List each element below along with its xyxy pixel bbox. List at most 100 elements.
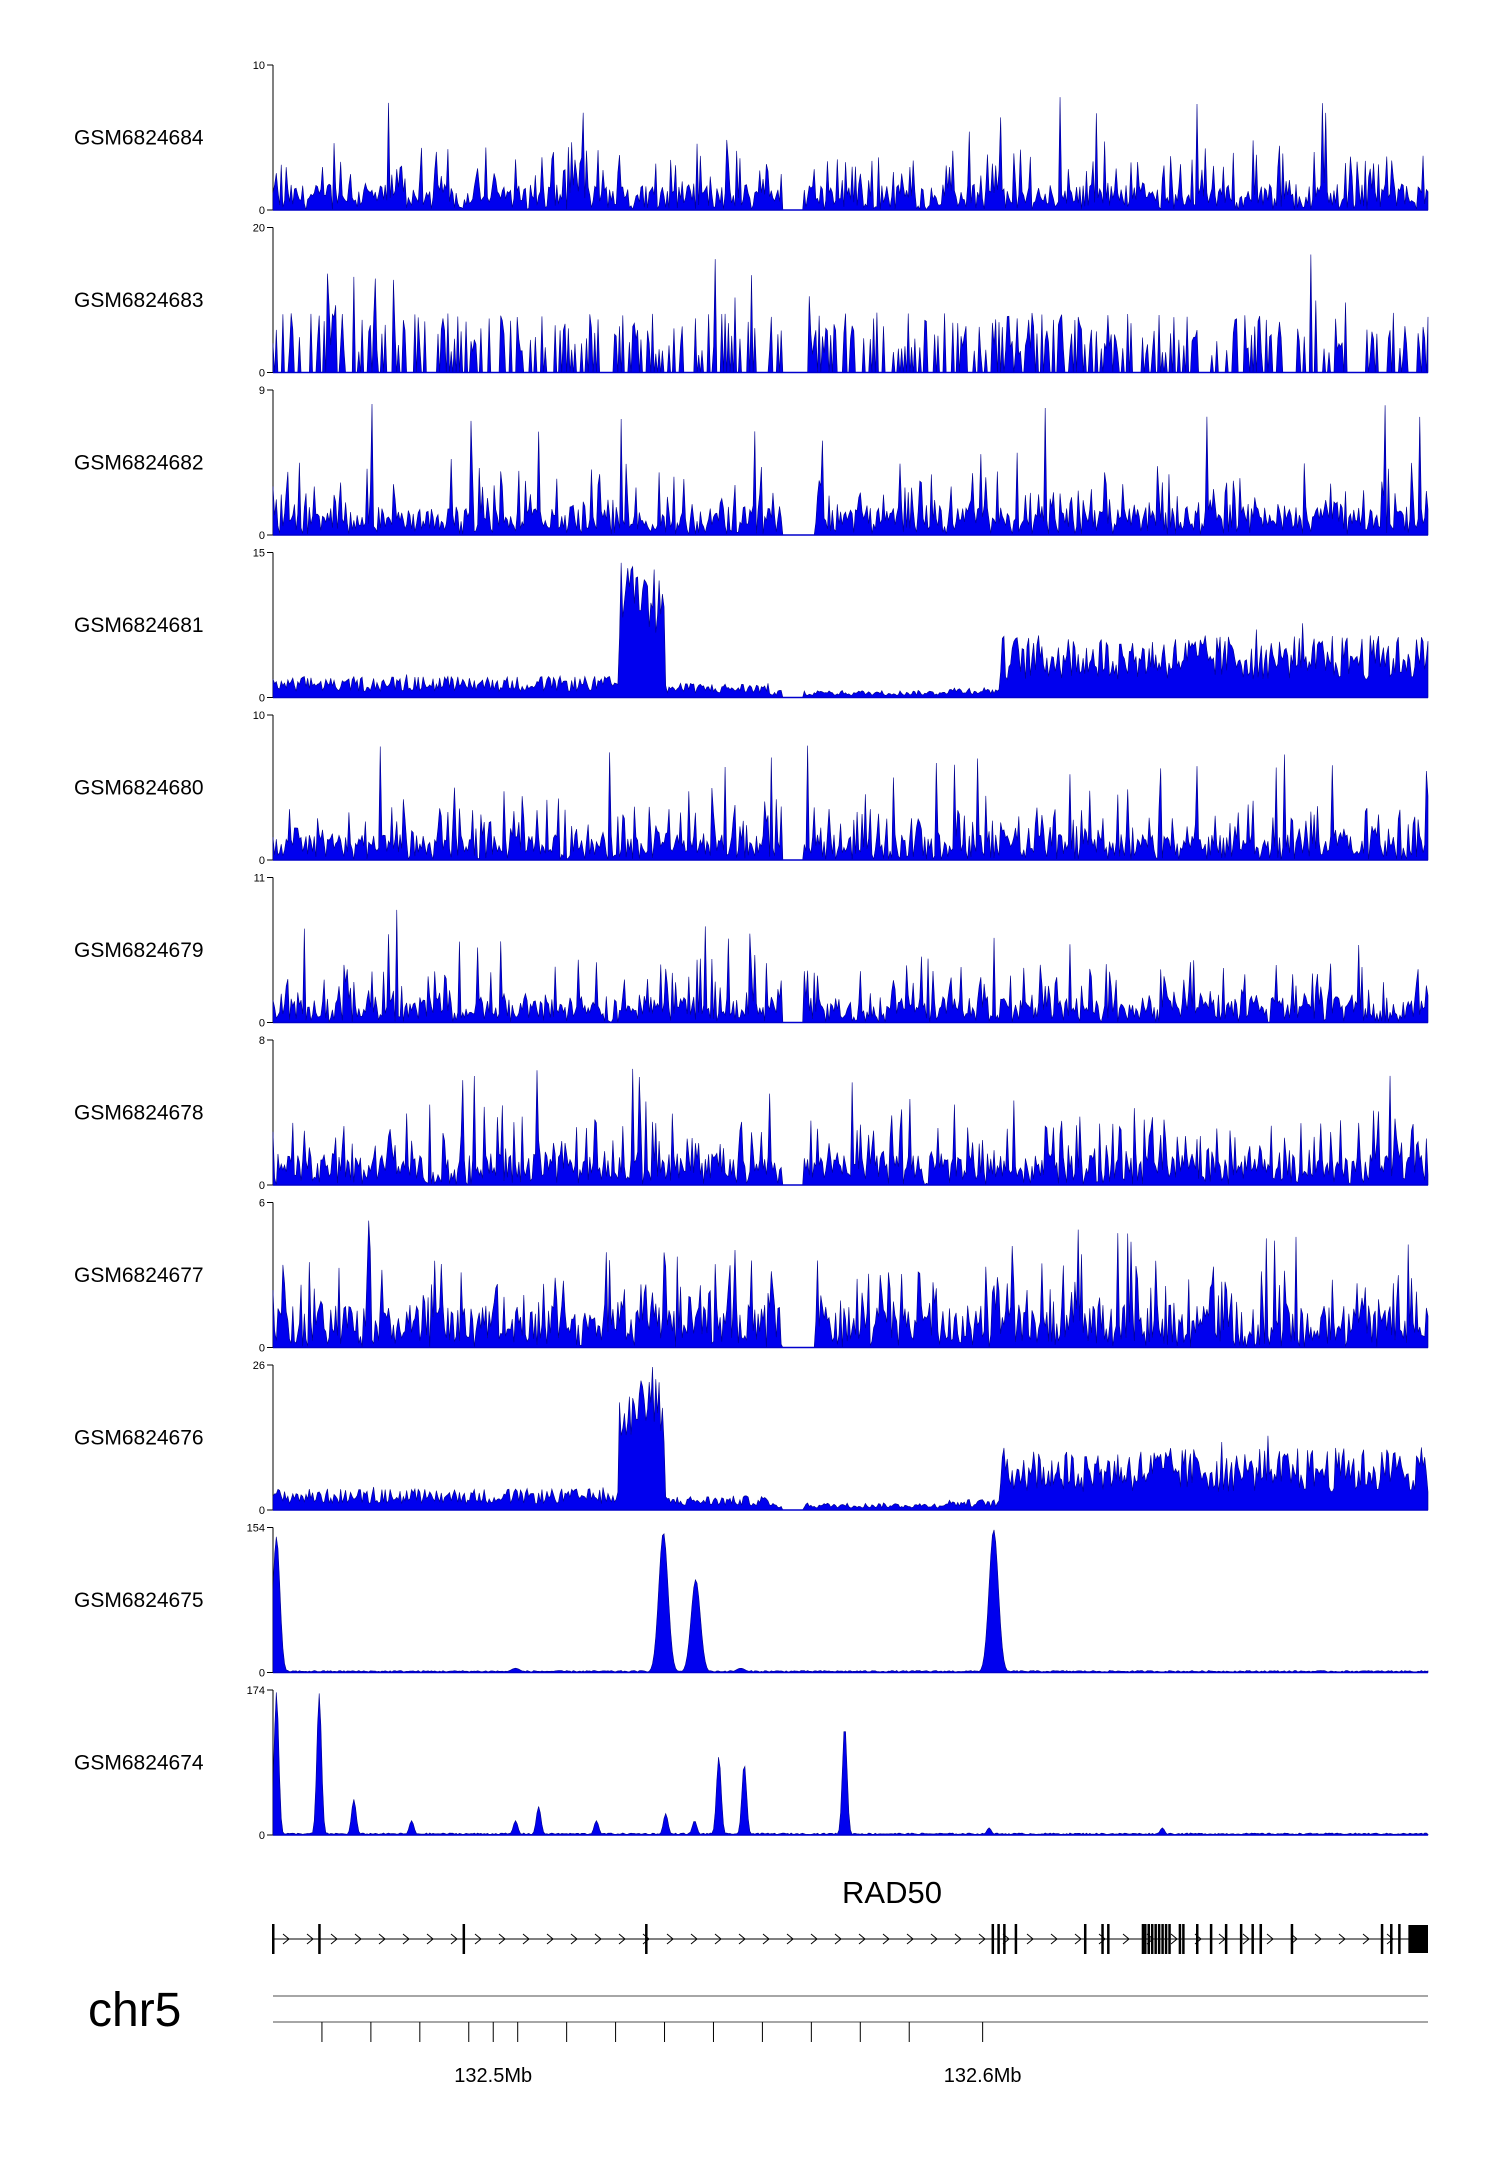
- strand-arrow: [666, 1933, 674, 1945]
- strand-arrow: [690, 1933, 698, 1945]
- track-label: GSM6824680: [74, 777, 204, 800]
- strand-arrow: [474, 1933, 482, 1945]
- exon: [1196, 1924, 1199, 1954]
- strand-arrow: [330, 1933, 338, 1945]
- track-label: GSM6824676: [74, 1427, 204, 1450]
- strand-arrow: [810, 1933, 818, 1945]
- exon: [1150, 1924, 1154, 1954]
- exon: [318, 1924, 321, 1954]
- coverage-area: [272, 745, 1429, 861]
- coverage-area: [272, 254, 1429, 373]
- strand-arrow: [714, 1933, 722, 1945]
- exon: [1239, 1924, 1243, 1954]
- strand-arrow: [306, 1933, 314, 1945]
- exon: [1398, 1924, 1401, 1954]
- strand-arrow: [1170, 1933, 1178, 1945]
- exon: [1259, 1924, 1263, 1954]
- coverage-area: [272, 1529, 1429, 1673]
- y-min-label: 0: [259, 1343, 265, 1355]
- exon: [1161, 1924, 1164, 1954]
- genome-axis: chr5 132.5Mb 132.6Mb: [88, 1984, 1428, 2087]
- strand-arrow: [954, 1933, 962, 1945]
- strand-arrow: [522, 1933, 530, 1945]
- y-max-label: 174: [247, 1685, 265, 1697]
- y-min-label: 0: [259, 530, 265, 542]
- strand-arrow: [1026, 1933, 1034, 1945]
- exon: [1251, 1924, 1254, 1954]
- y-min-label: 0: [259, 1505, 265, 1517]
- coverage-track: GSM6824677 6 0: [74, 1198, 1429, 1355]
- y-max-label: 26: [253, 1360, 265, 1372]
- strand-arrow: [1098, 1933, 1106, 1945]
- coverage-track: GSM6824680 10 0: [74, 710, 1429, 867]
- exon: [997, 1924, 1000, 1954]
- coverage-tracks: GSM6824684100GSM6824683200GSM682468290GS…: [74, 60, 1429, 1842]
- strand-arrow: [1050, 1933, 1058, 1945]
- coverage-track: GSM6824684 10 0: [74, 60, 1429, 217]
- y-max-label: 15: [253, 548, 265, 560]
- strand-arrow: [594, 1933, 602, 1945]
- coverage-track: GSM6824679 11 0: [74, 873, 1429, 1030]
- exon: [1408, 1925, 1428, 1953]
- strand-arrow: [642, 1933, 650, 1945]
- strand-arrow: [618, 1933, 626, 1945]
- strand-arrow: [570, 1933, 578, 1945]
- strand-arrow: [906, 1933, 914, 1945]
- exon: [1154, 1924, 1157, 1954]
- exon: [1101, 1924, 1104, 1954]
- y-min-label: 0: [259, 1180, 265, 1192]
- exon: [1182, 1924, 1185, 1954]
- strand-arrow: [1314, 1933, 1322, 1945]
- gene-label: RAD50: [842, 1875, 942, 1910]
- y-max-label: 154: [247, 1523, 265, 1535]
- track-label: GSM6824674: [74, 1752, 204, 1775]
- exon: [1157, 1924, 1161, 1954]
- strand-arrow: [1362, 1933, 1370, 1945]
- exon: [272, 1924, 275, 1954]
- strand-arrow: [1386, 1933, 1394, 1945]
- strand-arrow: [762, 1933, 770, 1945]
- strand-arrow: [1338, 1933, 1346, 1945]
- coverage-track: GSM6824678 8 0: [74, 1035, 1429, 1192]
- strand-arrow: [426, 1933, 434, 1945]
- strand-arrow: [1242, 1933, 1250, 1945]
- strand-arrow: [1266, 1933, 1274, 1945]
- y-min-label: 0: [259, 1668, 265, 1680]
- strand-arrow: [378, 1933, 386, 1945]
- coverage-area: [272, 404, 1429, 536]
- track-label: GSM6824682: [74, 452, 204, 475]
- y-max-label: 10: [253, 710, 265, 722]
- axis-tick-label: 132.6Mb: [944, 2065, 1022, 2087]
- exon: [1014, 1924, 1018, 1954]
- exon: [1224, 1924, 1228, 1954]
- exon: [1083, 1924, 1087, 1954]
- strand-arrow: [1122, 1933, 1130, 1945]
- coverage-track: GSM6824674 174 0: [74, 1685, 1429, 1842]
- exon: [1178, 1924, 1182, 1954]
- y-min-label: 0: [259, 368, 265, 380]
- exon: [1380, 1924, 1384, 1954]
- gene-annotation-track: RAD50: [272, 1875, 1428, 1954]
- y-max-label: 11: [254, 873, 265, 885]
- exon: [1290, 1924, 1294, 1954]
- track-label: GSM6824678: [74, 1102, 204, 1125]
- exon: [1164, 1924, 1168, 1954]
- strand-arrow: [834, 1933, 842, 1945]
- coverage-track: GSM6824683 20 0: [74, 223, 1429, 380]
- track-label: GSM6824677: [74, 1264, 204, 1287]
- coverage-area: [272, 1068, 1429, 1186]
- strand-arrow: [354, 1933, 362, 1945]
- coverage-track: GSM6824675 154 0: [74, 1523, 1429, 1680]
- y-max-label: 8: [259, 1035, 265, 1047]
- track-label: GSM6824679: [74, 939, 204, 962]
- y-max-label: 20: [253, 223, 265, 235]
- strand-arrow: [402, 1933, 410, 1945]
- exon: [462, 1924, 466, 1954]
- axis-tick-label: 132.5Mb: [454, 2065, 532, 2087]
- coverage-track: GSM6824681 15 0: [74, 548, 1429, 705]
- y-min-label: 0: [259, 855, 265, 867]
- chromosome-label: chr5: [88, 1984, 181, 2037]
- track-label: GSM6824675: [74, 1589, 204, 1612]
- coverage-area: [272, 1692, 1429, 1836]
